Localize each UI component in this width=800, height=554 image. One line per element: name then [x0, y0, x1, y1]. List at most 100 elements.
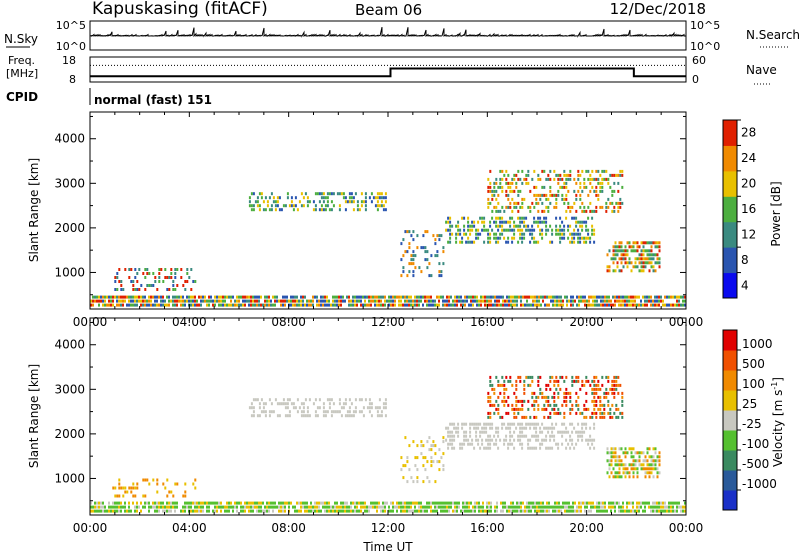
data-cell: [503, 391, 506, 395]
data-cell: [495, 232, 498, 236]
data-cell: [444, 501, 446, 505]
data-cell: [108, 303, 110, 307]
data-cell: [479, 434, 482, 438]
data-cell: [268, 299, 270, 303]
data-cell: [170, 501, 172, 505]
data-cell: [396, 295, 398, 299]
data-cell: [652, 467, 655, 471]
data-cell: [426, 250, 429, 254]
data-cell: [416, 299, 418, 303]
data-cell: [380, 204, 383, 208]
data-cell: [252, 414, 255, 418]
data-cell: [618, 505, 620, 509]
data-cell: [581, 422, 584, 426]
data-cell: [588, 303, 590, 307]
data-cell: [312, 303, 314, 307]
data-cell: [380, 303, 382, 307]
data-cell: [575, 411, 578, 415]
data-cell: [632, 455, 635, 459]
data-cell: [354, 295, 356, 299]
data-cell: [621, 201, 624, 205]
data-cell: [304, 501, 306, 505]
data-cell: [600, 509, 602, 513]
data-cell: [360, 200, 363, 204]
data-cell: [172, 284, 175, 287]
data-cell: [434, 254, 437, 258]
data-cell: [614, 505, 616, 509]
data-cell: [485, 426, 488, 430]
data-cell: [467, 228, 470, 232]
data-cell: [174, 272, 177, 275]
data-cell: [368, 509, 370, 513]
data-cell: [621, 185, 624, 189]
data-cell: [650, 459, 653, 463]
data-cell: [326, 299, 328, 303]
data-cell: [412, 440, 415, 444]
data-cell: [546, 501, 548, 505]
data-cell: [593, 209, 596, 213]
data-cell: [164, 505, 166, 509]
data-cell: [551, 240, 554, 244]
data-cell: [158, 303, 160, 307]
data-cell: [614, 455, 617, 459]
data-cell: [334, 501, 336, 505]
data-cell: [600, 505, 602, 509]
data-cell: [624, 471, 627, 475]
data-cell: [555, 442, 558, 446]
data-cell: [324, 303, 326, 307]
data-cell: [304, 295, 306, 299]
data-cell: [598, 505, 600, 509]
data-cell: [378, 398, 381, 402]
data-cell: [615, 201, 618, 205]
data-cell: [146, 268, 149, 271]
data-cell: [424, 468, 427, 472]
data-cell: [92, 295, 94, 299]
data-cell: [497, 201, 500, 205]
data-cell: [555, 232, 558, 236]
data-cell: [567, 173, 570, 177]
data-cell: [434, 238, 437, 242]
data-cell: [670, 509, 672, 513]
data-cell: [515, 415, 518, 419]
data-cell: [648, 455, 651, 459]
data-cell: [176, 268, 179, 271]
data-cell: [230, 299, 232, 303]
data-cell: [560, 505, 562, 509]
data-cell: [640, 249, 643, 253]
data-cell: [616, 471, 619, 475]
data-cell: [384, 303, 386, 307]
data-cell: [284, 501, 286, 505]
data-cell: [612, 295, 614, 299]
data-cell: [382, 402, 385, 406]
data-cell: [352, 208, 355, 212]
data-cell: [529, 426, 532, 430]
data-cell: [494, 299, 496, 303]
data-cell: [537, 220, 540, 224]
data-cell: [497, 403, 500, 407]
data-cell: [354, 406, 357, 410]
data-cell: [184, 509, 186, 513]
data-cell: [477, 438, 480, 442]
data-cell: [430, 299, 432, 303]
colorbar-tick-label: -1000: [742, 477, 777, 491]
data-cell: [656, 253, 659, 257]
data-cell: [562, 299, 564, 303]
data-cell: [618, 467, 621, 471]
data-cell: [569, 422, 572, 426]
data-cell: [541, 185, 544, 189]
data-cell: [208, 299, 210, 303]
data-cell: [374, 299, 376, 303]
data-cell: [579, 197, 582, 201]
data-cell: [134, 505, 136, 509]
data-cell: [348, 200, 351, 204]
data-cell: [533, 426, 536, 430]
data-cell: [286, 398, 289, 402]
data-cell: [547, 446, 550, 450]
data-cell: [518, 509, 520, 513]
data-cell: [526, 509, 528, 513]
data-cell: [336, 410, 339, 414]
data-cell: [498, 295, 500, 299]
data-cell: [495, 189, 498, 193]
data-cell: [122, 505, 124, 509]
data-cell: [192, 303, 194, 307]
